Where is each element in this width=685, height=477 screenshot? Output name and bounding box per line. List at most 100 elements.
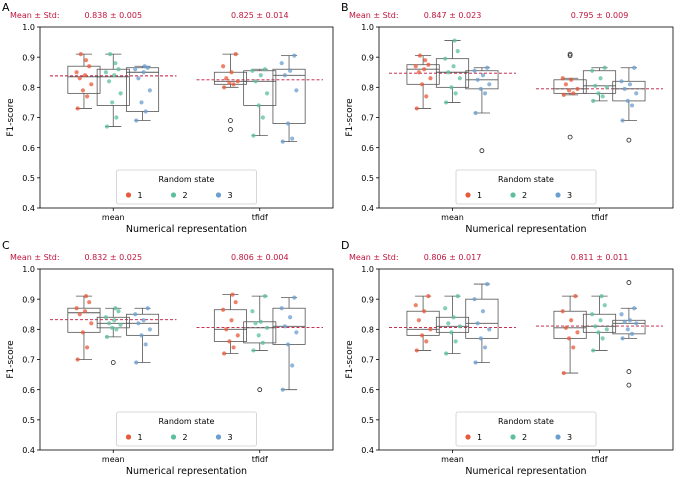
group-stat: 0.806 ± 0.004 [231, 253, 289, 262]
legend-label: 2 [183, 191, 188, 200]
y-axis-label: F1-score [345, 340, 355, 379]
legend-marker [215, 192, 222, 198]
box [612, 319, 646, 335]
data-point [620, 118, 625, 123]
data-point [600, 336, 605, 341]
data-point [604, 327, 609, 332]
data-point [112, 73, 117, 78]
data-point [233, 52, 238, 57]
group-stat: 0.832 ± 0.025 [84, 253, 142, 262]
box [126, 313, 160, 336]
data-point [475, 321, 480, 326]
group-stat: 0.825 ± 0.014 [231, 11, 289, 20]
legend-label: 3 [228, 191, 233, 200]
y-tick-label: 0.4 [361, 204, 374, 213]
data-point [575, 86, 580, 91]
data-point [280, 139, 285, 144]
panel-letter-b: B [341, 1, 349, 14]
x-axis-label: Numerical representation [126, 224, 247, 235]
data-point [444, 100, 449, 105]
y-tick-label: 0.8 [22, 326, 35, 335]
data-point [80, 88, 86, 93]
data-point [622, 86, 627, 91]
data-point [83, 294, 89, 299]
data-point [627, 318, 633, 323]
y-axis-label: F1-score [6, 340, 16, 379]
data-point [419, 333, 425, 338]
legend-marker [510, 192, 516, 198]
data-point [426, 294, 431, 299]
mean-std-label: Mean ± Std: [349, 11, 399, 20]
y-tick-label: 1.0 [361, 23, 374, 32]
data-point [116, 309, 121, 314]
legend-marker [465, 434, 471, 440]
data-point [106, 79, 112, 84]
data-point [108, 52, 113, 57]
data-point [417, 53, 423, 58]
y-tick-label: 0.5 [361, 416, 374, 425]
y-tick-label: 0.7 [361, 114, 374, 123]
data-point [118, 91, 123, 96]
data-point [414, 348, 419, 353]
y-tick-label: 0.7 [22, 114, 35, 123]
data-point [253, 79, 258, 84]
box [553, 310, 587, 339]
data-point [473, 110, 478, 116]
data-point [110, 100, 115, 105]
legend: Random state 1 2 3 [116, 411, 257, 447]
data-point [110, 325, 115, 330]
outlier-point [567, 134, 573, 140]
data-point [139, 333, 144, 338]
data-point [573, 294, 578, 299]
data-point [118, 322, 123, 327]
legend-box [455, 411, 597, 447]
data-point [622, 319, 627, 324]
data-point [413, 64, 418, 69]
box [213, 309, 247, 342]
data-point [143, 342, 148, 347]
y-tick-label: 0.5 [361, 174, 374, 183]
outlier-point [228, 127, 233, 132]
data-point [443, 56, 448, 61]
legend-label: 1 [138, 191, 143, 200]
data-point [634, 91, 639, 96]
data-point [294, 330, 299, 335]
legend-marker [125, 192, 132, 198]
data-point [426, 62, 431, 67]
data-point [446, 321, 451, 326]
data-point [575, 330, 580, 335]
data-point [84, 345, 90, 350]
outlier-point [110, 360, 116, 365]
data-point [452, 38, 457, 43]
data-point [287, 315, 293, 320]
data-point [423, 58, 428, 63]
data-point [83, 58, 89, 63]
data-point [590, 68, 595, 73]
data-point [602, 65, 607, 70]
data-point [475, 77, 480, 82]
x-tick-label: mean [102, 455, 125, 464]
data-point [596, 91, 601, 96]
data-point [632, 65, 637, 70]
data-point [104, 124, 110, 129]
data-point [282, 324, 287, 329]
y-tick-label: 0.8 [22, 84, 35, 93]
data-point [78, 52, 83, 57]
panel-a: A 0.4 0.5 0.6 0.7 0.8 0.9 1.0 F1-score mean tfidf… [2, 1, 334, 235]
legend-label: 2 [183, 433, 188, 442]
x-tick-label: tfidf [591, 455, 607, 464]
group-stat: 0.806 ± 0.017 [424, 253, 482, 262]
data-point [413, 303, 418, 308]
data-point [74, 70, 79, 75]
data-point [82, 73, 88, 78]
panel-c: C 0.4 0.5 0.6 0.7 0.8 0.9 1.0 F1-score mean tfidf… [2, 239, 334, 477]
legend-label: 3 [567, 433, 572, 442]
legend-box [116, 169, 257, 205]
data-point [480, 73, 486, 78]
data-point [478, 336, 483, 341]
data-point [632, 306, 637, 311]
data-point [422, 309, 427, 314]
data-point [472, 68, 477, 73]
data-point [571, 91, 576, 96]
